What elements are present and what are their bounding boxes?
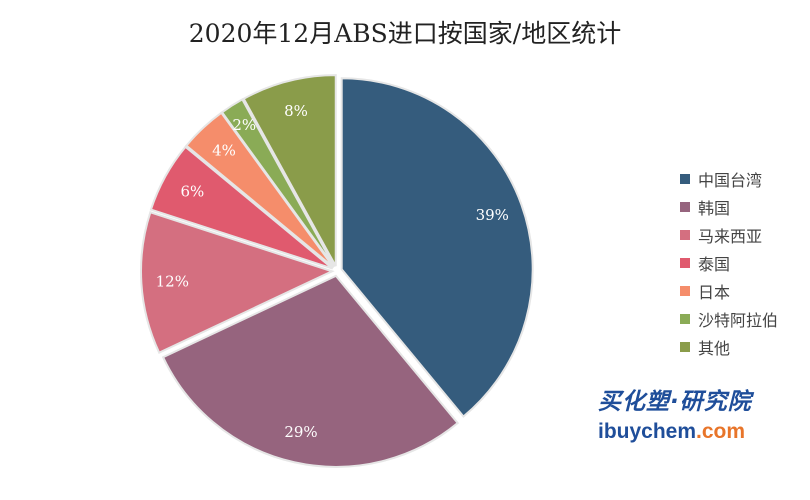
pie-slice [140,211,335,354]
legend-item: 沙特阿拉伯 [680,305,778,333]
watermark-en: ibuychem.com [598,420,798,444]
pie-slice [220,98,336,268]
pie-data-label: 12% [156,272,189,290]
legend-swatch [680,342,690,352]
legend-item: 泰国 [680,249,778,277]
pie-data-label: 39% [476,206,509,224]
legend-swatch [680,286,690,296]
legend-item: 马来西亚 [680,221,778,249]
legend-swatch [680,314,690,324]
legend-label: 沙特阿拉伯 [698,311,779,330]
pie-slice [242,74,337,267]
pie-data-label: 6% [181,183,205,201]
pie-data-label: 29% [284,423,317,441]
legend-swatch [680,202,690,212]
pie-slice [340,77,534,418]
watermark-en-main: ibuychem [598,420,697,443]
chart-title: 2020年12月ABS进口按国家/地区统计 [188,19,622,48]
legend-label: 日本 [698,283,731,302]
legend-swatch [680,230,690,240]
watermark-cn: 买化塑·研究院 [598,389,752,415]
legend-label: 中国台湾 [698,171,763,190]
legend-label: 马来西亚 [698,227,763,246]
pie-slice [149,145,334,270]
legend-label: 泰国 [698,255,731,274]
watermark-en-suffix: .com [696,420,746,443]
legend-label: 其他 [698,339,731,358]
pie-labels: 39% 29% 12% 6% 4% 2% 8% [156,102,509,441]
pie-data-label: 2% [232,116,256,134]
pie-data-label: 4% [212,142,236,160]
chart-legend: 中国台湾韩国马来西亚泰国日本沙特阿拉伯其他 [680,165,778,361]
pie-slice [161,274,460,468]
watermark-logo: 买化塑·研究院 ibuychem.com [598,382,798,444]
legend-item: 韩国 [680,193,778,221]
legend-swatch [680,258,690,268]
legend-swatch [680,174,690,184]
legend-label: 韩国 [698,199,731,218]
legend-item: 其他 [680,333,778,361]
legend-item: 中国台湾 [680,165,778,193]
pie-data-label: 8% [284,102,308,120]
legend-item: 日本 [680,277,778,305]
pie-slices [140,74,534,468]
